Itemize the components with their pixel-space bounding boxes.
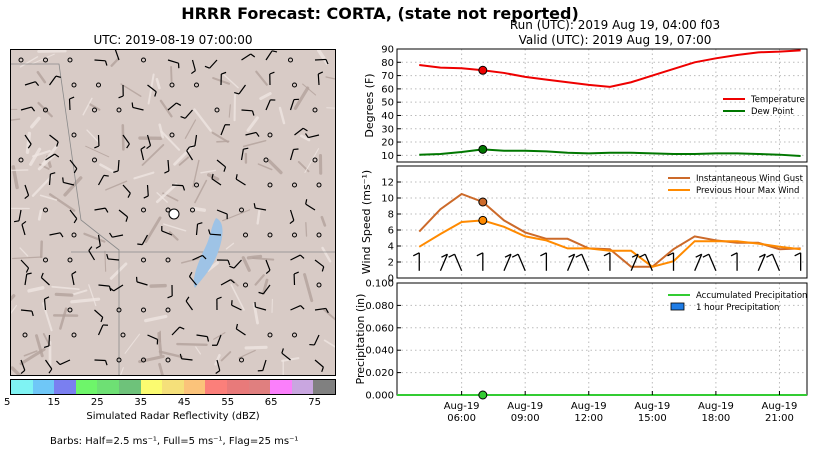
x-tick-label: 06:00 <box>447 413 476 424</box>
y-tick-label: 0.060 <box>365 323 394 334</box>
y-tick-label: 8 <box>388 210 394 221</box>
legend-label: Dew Point <box>751 107 794 117</box>
colorbar-tick-label: 25 <box>90 397 104 408</box>
colorbar-tick-label: 65 <box>264 397 278 408</box>
y-tick-label: 10 <box>381 194 394 205</box>
terrain-shading <box>11 50 335 375</box>
lake <box>193 218 223 288</box>
y-tick-label: 50 <box>381 98 394 109</box>
page-title: HRRR Forecast: CORTA, (state not reporte… <box>181 4 579 23</box>
colorbar-swatch <box>313 380 335 394</box>
current-time-marker <box>478 215 488 225</box>
current-time-marker <box>478 65 488 75</box>
y-tick-label: 30 <box>381 124 394 135</box>
chart-panel-3: 0.000 0.020 0.040 0.060 0.080 0.100 Precipitat… <box>354 279 808 424</box>
chart-panel-1: 10 20 30 40 50 60 70 80 90 Degrees (F) Temperature… <box>363 45 808 163</box>
barbs-note: Barbs: Half=2.5 ms⁻¹, Full=5 ms⁻¹, Flag=… <box>50 436 299 447</box>
y-tick-label: 10 <box>381 151 394 162</box>
y-tick-label: 80 <box>381 58 394 69</box>
y-tick-label: 0 <box>388 274 394 285</box>
wind-barbs <box>13 50 329 375</box>
hourly-wind-barbs <box>412 252 802 272</box>
legend-label: Accumulated Precipitation <box>696 291 807 301</box>
colorbar-swatch <box>291 380 314 394</box>
x-tick-label: Aug-19 <box>507 401 543 412</box>
colorbar-swatch <box>75 380 98 394</box>
y-axis-label: Precipitation (in) <box>354 294 367 385</box>
colorbar-swatch <box>11 380 33 394</box>
colorbar-tick-label: 45 <box>177 397 191 408</box>
colorbar-swatch <box>118 380 141 394</box>
colorbar-swatch <box>140 380 163 394</box>
y-tick-label: 2 <box>388 258 394 269</box>
y-tick-label: 60 <box>381 84 394 95</box>
y-axis-label: Wind Speed (ms⁻¹) <box>360 170 373 274</box>
colorbar-tick-label: 55 <box>221 397 235 408</box>
current-time-marker <box>478 144 488 154</box>
x-tick-label: Aug-19 <box>444 401 480 412</box>
run-info: Run (UTC): 2019 Aug 19, 04:00 f03 Valid … <box>395 18 813 48</box>
current-time-marker <box>478 390 488 400</box>
y-tick-label: 0.080 <box>365 301 394 312</box>
colorbar-swatch <box>54 380 76 394</box>
colorbar-swatch <box>248 380 271 394</box>
y-axis-label: Degrees (F) <box>363 73 376 137</box>
y-tick-label: 4 <box>388 242 394 253</box>
colorbar <box>10 379 336 395</box>
series-line-1 <box>419 49 801 88</box>
legend-label: Instantaneous Wind Gust <box>696 174 804 184</box>
x-tick-label: 15:00 <box>638 413 667 424</box>
legend-label: Temperature <box>750 95 805 105</box>
state-border <box>11 63 120 375</box>
legend-label: Previous Hour Max Wind <box>696 186 799 196</box>
y-tick-label: 40 <box>381 111 394 122</box>
y-tick-label: 12 <box>381 178 394 189</box>
x-tick-label: Aug-19 <box>571 401 607 412</box>
y-tick-label: 0.000 <box>365 391 394 402</box>
station-marker <box>168 208 180 220</box>
legend-label: 1 hour Precipitation <box>696 303 779 313</box>
colorbar-tick-label: 5 <box>4 397 11 408</box>
current-time-marker <box>478 197 488 207</box>
y-tick-label: 0.040 <box>365 346 394 357</box>
colorbar-swatch <box>97 380 119 394</box>
y-tick-label: 0.020 <box>365 368 394 379</box>
colorbar-swatch <box>183 380 206 394</box>
y-tick-label: 70 <box>381 71 394 82</box>
y-tick-label: 0.100 <box>365 279 394 290</box>
map-title: UTC: 2019-08-19 07:00:00 <box>93 33 253 47</box>
colorbar-tick-label: 75 <box>308 397 321 408</box>
colorbar-swatch <box>205 380 227 394</box>
x-tick-label: Aug-19 <box>634 401 670 412</box>
map-canvas <box>11 50 335 375</box>
colorbar-swatch <box>162 380 184 394</box>
legend-swatch <box>670 302 685 311</box>
valid-time-label: Valid (UTC): 2019 Aug 19, 07:00 <box>518 33 712 47</box>
x-tick-label: 09:00 <box>511 413 540 424</box>
colorbar-swatch <box>32 380 55 394</box>
colorbar-ticks: 5 15 25 35 45 55 65 75 <box>4 397 336 409</box>
colorbar-swatch <box>270 380 292 394</box>
colorbar-label: Simulated Radar Reflectivity (dBZ) <box>86 411 260 422</box>
x-tick-label: Aug-19 <box>762 401 798 412</box>
x-tick-label: Aug-19 <box>698 401 734 412</box>
run-time-label: Run (UTC): 2019 Aug 19, 04:00 f03 <box>509 18 721 32</box>
y-tick-label: 6 <box>388 226 394 237</box>
x-tick-label: 18:00 <box>701 413 730 424</box>
plot-frame <box>396 48 808 163</box>
colorbar-swatch <box>226 380 249 394</box>
x-tick-label: 12:00 <box>574 413 603 424</box>
x-tick-label: 21:00 <box>765 413 794 424</box>
y-tick-label: 90 <box>381 45 394 56</box>
plot-frame <box>396 165 808 279</box>
reflectivity-map <box>10 49 336 376</box>
colorbar-tick-label: 35 <box>134 397 148 408</box>
colorbar-tick-label: 15 <box>47 397 61 408</box>
chart-panel-2: 0 2 4 6 8 10 12 Wind Speed (ms⁻¹) Instantaneous … <box>360 165 808 285</box>
y-tick-label: 20 <box>381 138 394 149</box>
